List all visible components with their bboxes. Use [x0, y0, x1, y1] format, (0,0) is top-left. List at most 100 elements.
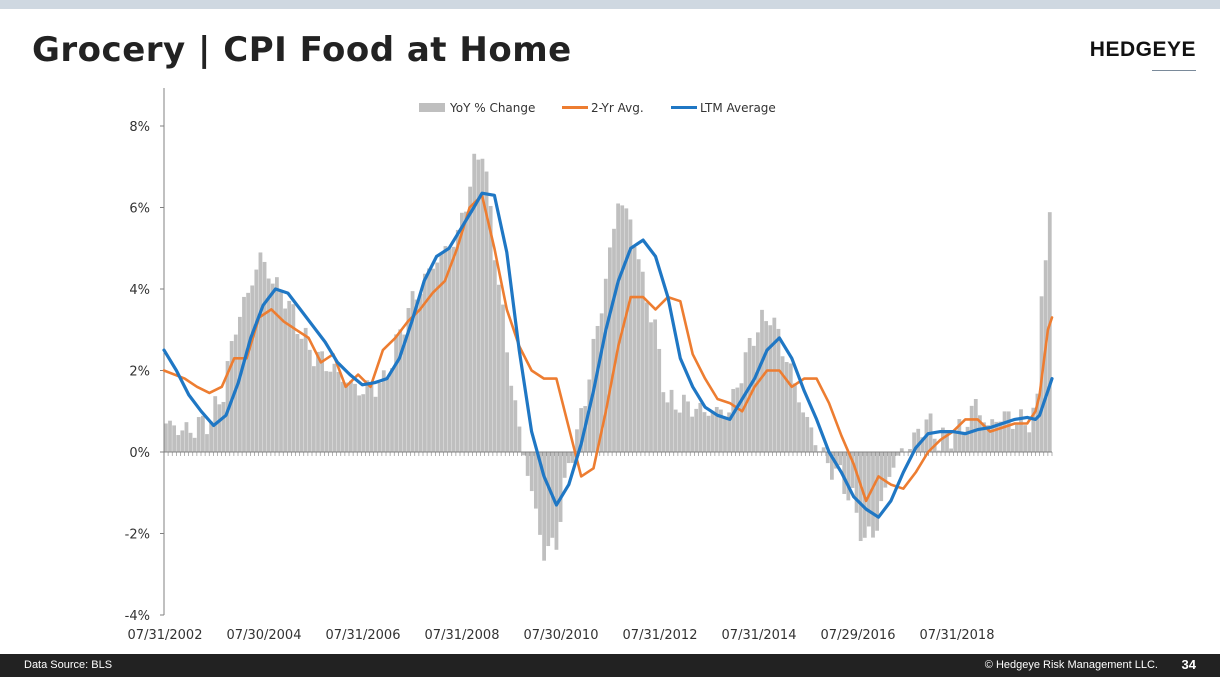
yoy-bars [164, 153, 1052, 561]
yoy-bar [949, 448, 953, 452]
yoy-bar [990, 419, 995, 452]
yoy-bar [961, 431, 966, 452]
yoy-bar [344, 382, 349, 452]
yoy-bar [180, 430, 185, 452]
yoy-bar [484, 171, 489, 453]
x-tick-label: 07/29/2016 [821, 628, 896, 643]
yoy-bar [427, 268, 431, 452]
yoy-bar [694, 408, 699, 452]
yoy-bar [751, 345, 756, 452]
yoy-bar [945, 431, 949, 452]
yoy-bar [238, 316, 242, 452]
yoy-bar [727, 412, 731, 452]
yoy-bar [192, 437, 197, 452]
yoy-bar [299, 338, 304, 452]
yoy-bar [270, 283, 275, 452]
yoy-bar [957, 419, 962, 452]
lines [162, 191, 1054, 519]
yoy-bar [340, 381, 345, 452]
yoy-bar [398, 329, 403, 452]
yoy-bar [760, 309, 764, 452]
yoy-bar [476, 159, 481, 452]
yoy-bar [858, 452, 863, 542]
yoy-bar [653, 319, 657, 452]
yoy-bar [595, 325, 600, 452]
yoy-bar [287, 300, 292, 452]
y-tick-label: 2% [129, 365, 150, 380]
yoy-bar [386, 377, 390, 452]
legend-swatch-yoy [419, 103, 445, 112]
yoy-bar [768, 325, 773, 452]
yoy-bar [665, 402, 670, 452]
yoy-bar [969, 405, 974, 452]
legend-label-ltm: LTM Average [700, 101, 776, 115]
yoy-bar [1047, 212, 1052, 452]
copyright: © Hedgeye Risk Management LLC. [984, 659, 1158, 671]
yoy-bar [756, 332, 760, 452]
yoy-bar [719, 409, 723, 452]
yoy-bar [529, 452, 534, 492]
yoy-bar [266, 278, 271, 452]
top-accent-bar [0, 0, 1220, 9]
yoy-bar [546, 452, 551, 547]
yoy-bar [353, 383, 357, 452]
yoy-bar [468, 186, 472, 452]
yoy-bar [566, 452, 571, 464]
yoy-bar [998, 421, 1003, 452]
yoy-bar [205, 434, 209, 452]
yoy-bar [492, 260, 497, 452]
yoy-bar [690, 416, 694, 452]
yoy-bar [472, 153, 477, 452]
yoy-bar [414, 299, 419, 452]
legend: YoY % Change 2-Yr Avg. LTM Average [419, 101, 776, 115]
yoy-bar [682, 394, 686, 452]
yoy-bar [776, 328, 781, 452]
yoy-bar [221, 401, 226, 452]
yoy-bar [805, 416, 810, 452]
yoy-bar [854, 452, 859, 513]
yoy-bar [505, 352, 509, 452]
yoy-bar [312, 366, 316, 452]
yoy-bar [801, 412, 805, 452]
yoy-bar [723, 417, 727, 452]
yoy-bar [172, 425, 176, 452]
yoy-bar [813, 445, 818, 452]
yoy-bar [986, 425, 990, 452]
yoy-bar [867, 452, 871, 527]
yoy-bar [780, 356, 785, 452]
yoy-bar [673, 409, 678, 452]
yoy-bar [1023, 425, 1027, 452]
yoy-bar [365, 380, 370, 452]
x-tick-label: 07/31/2018 [920, 628, 995, 643]
yoy-bar [883, 452, 888, 488]
x-tick-label: 07/31/2002 [128, 628, 203, 643]
yoy-bar [534, 452, 538, 509]
yoy-bar [291, 304, 296, 452]
yoy-bar [488, 205, 493, 452]
yoy-bar [332, 363, 337, 452]
yoy-bar [349, 380, 353, 452]
yoy-bar [608, 247, 612, 452]
yoy-bar [612, 228, 616, 452]
yoy-bar [677, 412, 682, 452]
y-tick-label: -4% [125, 609, 150, 624]
yoy-bar [628, 219, 633, 452]
yoy-bar [579, 408, 583, 452]
yoy-bar [669, 389, 674, 452]
yoy-bar [632, 246, 637, 452]
yoy-bar [357, 395, 361, 452]
yoy-bar [793, 383, 797, 452]
yoy-bar [439, 252, 444, 452]
yoy-bar [509, 385, 514, 452]
yoy-bar [797, 402, 801, 452]
yoy-bar [246, 292, 250, 452]
page-number: 34 [1181, 657, 1196, 672]
yoy-bar [739, 383, 744, 452]
yoy-bar [916, 428, 921, 452]
yoy-bar [418, 293, 423, 452]
yoy-bar [209, 421, 213, 452]
legend-label-two-yr: 2-Yr Avg. [591, 101, 644, 115]
x-tick-label: 07/31/2012 [623, 628, 698, 643]
yoy-bar [525, 452, 530, 476]
y-tick-label: 8% [129, 120, 150, 135]
